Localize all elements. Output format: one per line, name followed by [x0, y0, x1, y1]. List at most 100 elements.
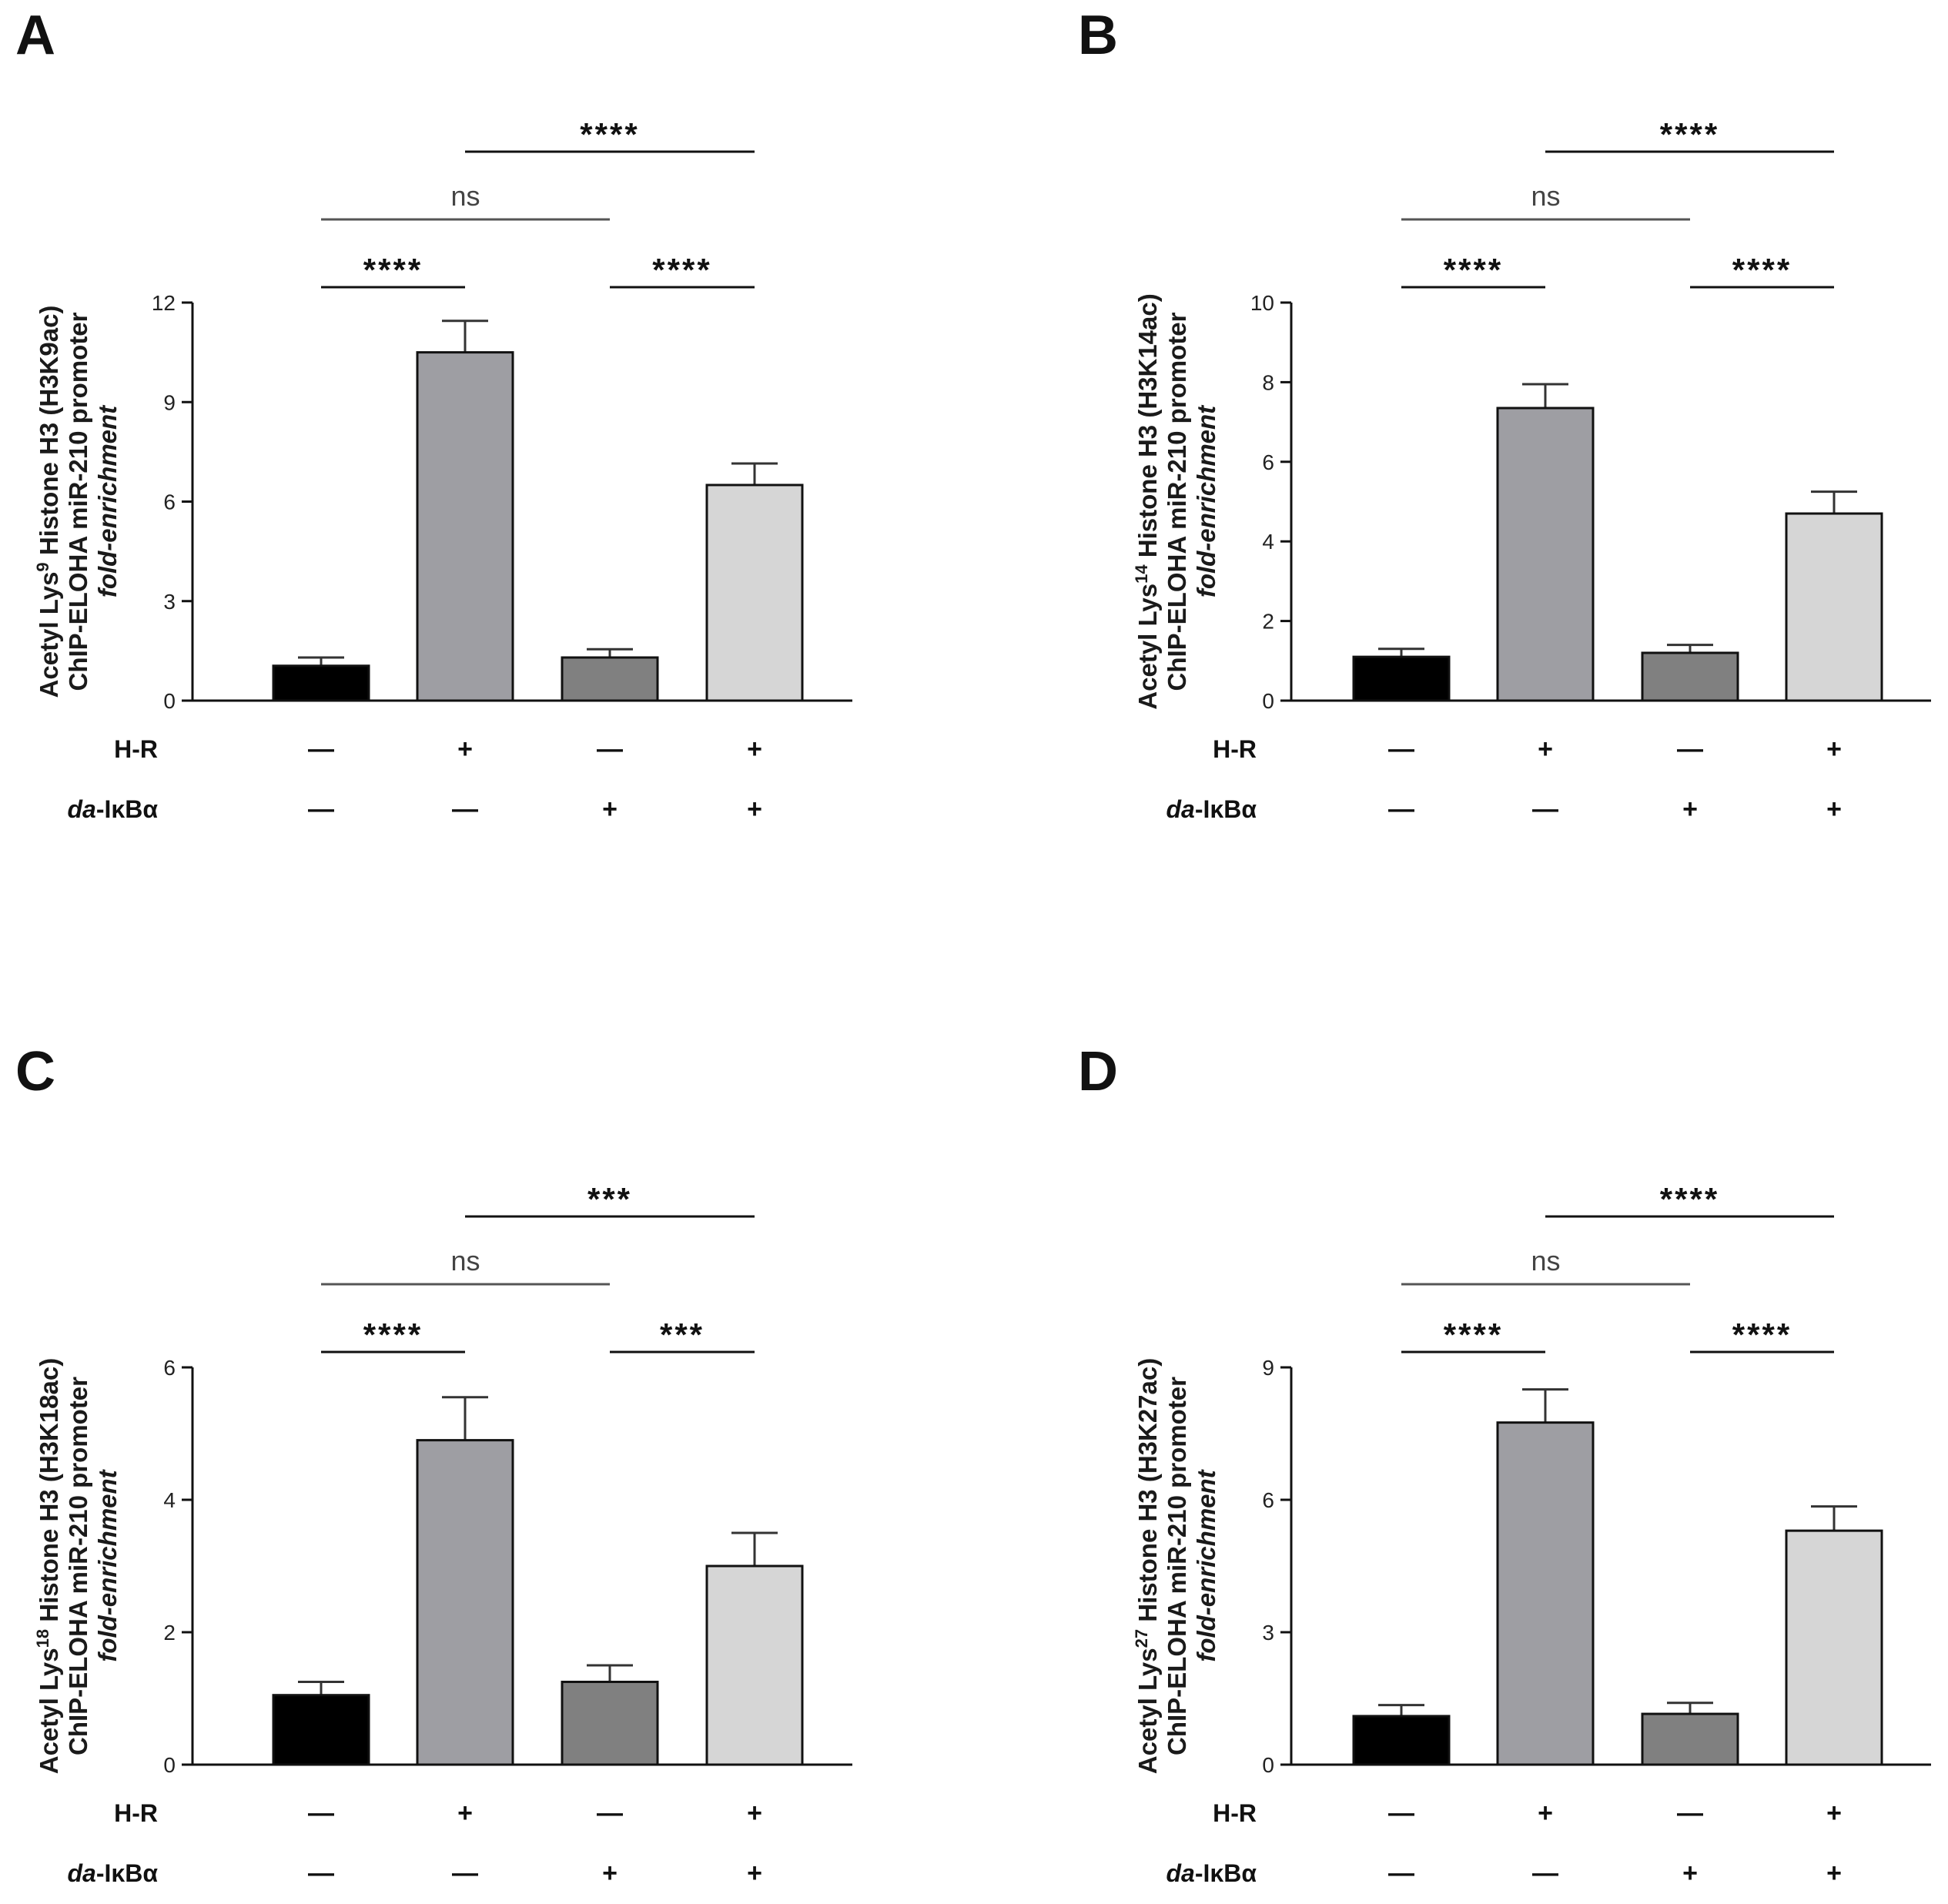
y-tick-label: 2 [163, 1621, 176, 1645]
condition-sign-ikb: + [1682, 1859, 1698, 1888]
condition-sign-ikb: — [1532, 795, 1558, 824]
panel-label: C [15, 1041, 55, 1103]
y-title-line-2: ChIP-ELOHA miR-210 promoter [64, 312, 92, 691]
condition-label-ikb-prefix: da [67, 795, 95, 823]
bar [705, 1564, 804, 1766]
panel-a: A Acetyl Lys9 Histone H3 (H3K9ac) ChIP-ELO… [0, 0, 974, 952]
y-title-line-1-main: Acetyl Lys [35, 572, 63, 698]
bar [1785, 1529, 1883, 1766]
bar [416, 351, 514, 702]
condition-label-ikb: da-IκBα [67, 1859, 158, 1887]
y-title-line-1-rest: Histone H3 (H3K27ac) [1133, 1358, 1162, 1629]
y-tick-label: 6 [163, 1356, 176, 1380]
condition-label-ikb: da-IκBα [1166, 1859, 1257, 1887]
bar [1641, 1712, 1739, 1766]
bar [272, 1694, 370, 1766]
y-tick-label: 0 [163, 689, 176, 713]
condition-label-ikb-prefix: da [1166, 1859, 1194, 1887]
significance-label: **** [363, 252, 423, 288]
significance-label: ns [450, 180, 480, 212]
chart-svg-b: B Acetyl Lys14 Histone H3 (H3K14ac) ChIP-E… [1078, 5, 1931, 824]
bar [705, 484, 804, 702]
bar [416, 1439, 514, 1766]
condition-sign-ikb: + [602, 1859, 618, 1888]
y-axis-title: Acetyl Lys18 Histone H3 (H3K18ac) ChIP-EL… [33, 1358, 122, 1774]
y-title-superscript: 14 [1132, 564, 1151, 584]
y-axis-title: Acetyl Lys27 Histone H3 (H3K27ac) ChIP-EL… [1132, 1358, 1220, 1774]
chart-svg-d: D Acetyl Lys27 Histone H3 (H3K27ac) ChIP-E… [1078, 1041, 1931, 1888]
y-title-line-1-main: Acetyl Lys [1133, 1648, 1162, 1774]
condition-label-hr: H-R [114, 1799, 158, 1827]
y-axis-title: Acetyl Lys9 Histone H3 (H3K9ac) ChIP-ELOH… [33, 306, 122, 698]
y-title-line-1: Acetyl Lys14 Histone H3 (H3K14ac) [1132, 293, 1162, 709]
condition-sign-hr: + [1538, 1799, 1553, 1828]
y-title-line-1: Acetyl Lys18 Histone H3 (H3K18ac) [33, 1358, 63, 1774]
condition-label-ikb-prefix: da [1166, 795, 1194, 823]
condition-sign-hr: + [1538, 734, 1553, 764]
y-tick-label: 4 [1262, 530, 1274, 554]
condition-sign-hr: — [1677, 1799, 1703, 1828]
y-tick-label: 10 [1250, 291, 1274, 315]
significance-label: **** [1732, 1317, 1792, 1353]
y-tick-label: 8 [1262, 370, 1274, 394]
condition-sign-hr: — [597, 734, 623, 764]
y-title-line-3: fold-enrichment [93, 404, 122, 597]
condition-sign-ikb: — [1388, 795, 1414, 824]
y-title-line-3: fold-enrichment [1192, 1468, 1220, 1661]
y-axis-title: Acetyl Lys14 Histone H3 (H3K14ac) ChIP-EL… [1132, 293, 1220, 709]
y-title-line-1-rest: Histone H3 (H3K14ac) [1133, 293, 1162, 564]
y-title-line-2: ChIP-ELOHA miR-210 promoter [64, 1377, 92, 1755]
condition-sign-hr: + [747, 734, 762, 764]
condition-sign-ikb: — [452, 1859, 478, 1888]
condition-sign-ikb: + [1826, 795, 1842, 824]
significance-label: **** [652, 252, 711, 288]
y-tick-label: 6 [1262, 450, 1274, 474]
y-tick-label: 9 [163, 390, 176, 414]
y-tick-label: 9 [1262, 1356, 1274, 1380]
y-title-superscript: 27 [1132, 1629, 1151, 1648]
y-tick-label: 3 [163, 590, 176, 614]
condition-label-ikb: da-IκBα [67, 795, 158, 823]
condition-sign-ikb: + [1682, 795, 1698, 824]
significance-label: *** [660, 1317, 705, 1353]
bar [561, 1681, 659, 1766]
y-title-line-1-rest: Histone H3 (H3K18ac) [35, 1358, 63, 1629]
condition-sign-ikb: — [308, 795, 334, 824]
significance-label: ns [1531, 180, 1560, 212]
condition-sign-hr: — [308, 734, 334, 764]
y-tick-label: 2 [1262, 610, 1274, 634]
bar [1641, 651, 1739, 702]
condition-label-ikb-suffix: -IκBα [96, 795, 159, 823]
condition-sign-hr: — [1677, 734, 1703, 764]
condition-sign-ikb: — [452, 795, 478, 824]
panel-label: B [1078, 5, 1118, 66]
condition-sign-hr: + [457, 1799, 473, 1828]
condition-label-ikb: da-IκBα [1166, 795, 1257, 823]
condition-label-ikb-suffix: -IκBα [96, 1859, 159, 1887]
y-tick-label: 6 [163, 490, 176, 514]
bar [1496, 407, 1595, 702]
condition-label-hr: H-R [1213, 735, 1257, 763]
y-title-superscript: 9 [33, 562, 52, 571]
condition-sign-hr: + [1826, 734, 1842, 764]
significance-label: ns [1531, 1245, 1560, 1277]
significance-label: **** [363, 1317, 423, 1353]
significance-label: ns [450, 1245, 480, 1277]
significance-label: **** [1444, 252, 1503, 288]
y-tick-label: 3 [1262, 1621, 1274, 1645]
condition-sign-hr: — [308, 1799, 334, 1828]
y-tick-label: 6 [1262, 1488, 1274, 1512]
panel-label: D [1078, 1041, 1118, 1103]
bar [561, 656, 659, 702]
y-title-line-1: Acetyl Lys27 Histone H3 (H3K27ac) [1132, 1358, 1162, 1774]
condition-label-ikb-suffix: -IκBα [1195, 795, 1257, 823]
y-title-line-3: fold-enrichment [93, 1468, 122, 1661]
condition-sign-ikb: + [602, 795, 618, 824]
panel-c: C Acetyl Lys18 Histone H3 (H3K18ac) ChIP-E… [0, 952, 974, 1903]
y-title-line-2: ChIP-ELOHA miR-210 promoter [1163, 1377, 1191, 1755]
condition-sign-ikb: + [747, 1859, 762, 1888]
panel-label: A [15, 5, 55, 66]
y-tick-label: 12 [152, 291, 176, 315]
significance-label: **** [580, 116, 639, 152]
y-title-line-2: ChIP-ELOHA miR-210 promoter [1163, 312, 1191, 691]
